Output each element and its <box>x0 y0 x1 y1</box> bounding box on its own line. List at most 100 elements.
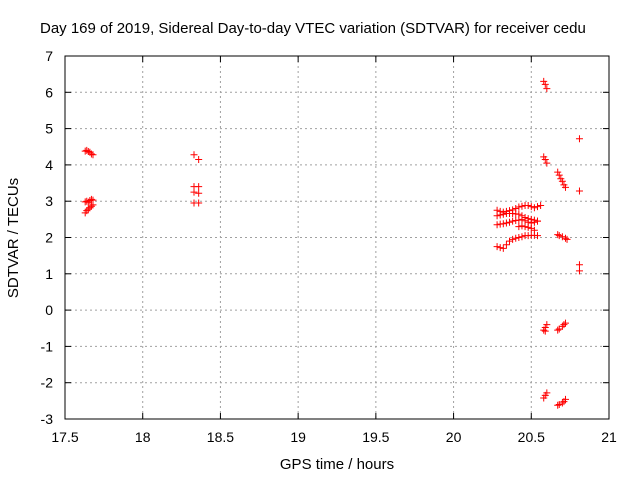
data-point <box>87 150 95 158</box>
data-point <box>509 235 517 243</box>
data-point <box>515 203 523 211</box>
data-point <box>506 207 514 215</box>
x-tick-label: 19 <box>290 429 306 445</box>
data-point <box>561 395 569 403</box>
data-point <box>506 237 514 245</box>
data-point <box>195 183 203 191</box>
data-point <box>502 207 510 215</box>
y-tick-label: 5 <box>45 121 53 137</box>
data-point <box>521 214 529 222</box>
y-tick-label: 6 <box>45 84 53 100</box>
data-point <box>83 207 91 215</box>
x-tick-label: 20.5 <box>518 429 545 445</box>
data-point <box>83 197 91 205</box>
data-point <box>558 233 566 241</box>
data-point <box>543 389 551 397</box>
data-point <box>524 202 532 210</box>
x-tick-label: 17.5 <box>51 429 78 445</box>
data-point <box>518 233 526 241</box>
data-point <box>515 223 523 231</box>
data-point <box>84 198 92 206</box>
data-point <box>560 321 568 329</box>
y-tick-label: 0 <box>45 302 53 318</box>
data-point <box>555 171 563 179</box>
data-point <box>543 85 551 93</box>
y-tick-label: 3 <box>45 193 53 209</box>
y-axis-label: SDTVAR / TECUs <box>5 178 22 298</box>
x-tick-label: 18.5 <box>207 429 234 445</box>
data-point <box>554 231 562 239</box>
data-point <box>509 206 517 214</box>
data-point <box>530 226 538 234</box>
grid <box>65 56 609 419</box>
data-point <box>496 207 504 215</box>
data-point <box>554 401 562 409</box>
data-point <box>561 319 569 327</box>
data-point <box>512 234 520 242</box>
data-point <box>543 159 551 167</box>
data-point <box>496 244 504 252</box>
y-tick-label: 2 <box>45 230 53 246</box>
data-point <box>527 224 535 232</box>
data-point <box>555 232 563 240</box>
data-point <box>87 202 95 210</box>
data-point <box>87 195 95 203</box>
data-point <box>493 221 501 229</box>
data-point <box>527 203 535 211</box>
y-tick-label: 7 <box>45 48 53 64</box>
data-point <box>84 205 92 213</box>
data-point <box>554 168 562 176</box>
data-point <box>527 215 535 223</box>
data-point <box>530 216 538 224</box>
data-point <box>499 244 507 252</box>
y-tick-labels: -3 -2 -1 0 1 2 3 4 5 6 7 <box>41 48 54 427</box>
data-point <box>558 177 566 185</box>
data-point <box>543 321 551 329</box>
data-point <box>512 204 520 212</box>
data-point <box>521 223 529 231</box>
data-point <box>502 219 510 227</box>
chart-title: Day 169 of 2019, Sidereal Day-to-day VTE… <box>40 20 586 37</box>
data-point <box>518 202 526 210</box>
data-point <box>89 151 97 159</box>
data-point <box>518 212 526 220</box>
data-point <box>534 217 542 225</box>
data-point <box>541 80 549 88</box>
x-tick-label: 20 <box>446 429 462 445</box>
data-point <box>195 155 203 163</box>
x-tick-label: 19.5 <box>362 429 389 445</box>
y-tick-label: -2 <box>41 375 54 391</box>
y-tick-label: -3 <box>41 411 54 427</box>
data-point <box>537 202 545 210</box>
data-point <box>195 199 203 207</box>
x-tick-label: 18 <box>135 429 151 445</box>
x-tick-label: 21 <box>601 429 617 445</box>
data-point <box>555 400 563 408</box>
data-point <box>493 206 501 214</box>
data-point <box>530 204 538 212</box>
data-point <box>89 201 97 209</box>
data-point <box>563 235 571 243</box>
data-point <box>493 243 501 251</box>
data-point <box>558 399 566 407</box>
y-tick-label: -1 <box>41 338 54 354</box>
data-point <box>554 326 562 334</box>
data-point <box>534 232 542 240</box>
data-point <box>506 218 514 226</box>
data-point <box>86 204 94 212</box>
data-point <box>83 146 91 154</box>
data-point <box>509 217 517 225</box>
data-point <box>499 208 507 216</box>
data-point <box>541 155 549 163</box>
axis-ticks <box>64 55 610 420</box>
data-point <box>195 189 203 197</box>
data-point <box>190 188 198 196</box>
data-point <box>575 135 583 143</box>
data-point <box>561 234 569 242</box>
data-point <box>499 220 507 228</box>
data-points <box>81 77 583 409</box>
data-point <box>558 322 566 330</box>
data-point <box>561 183 569 191</box>
data-point <box>515 234 523 241</box>
